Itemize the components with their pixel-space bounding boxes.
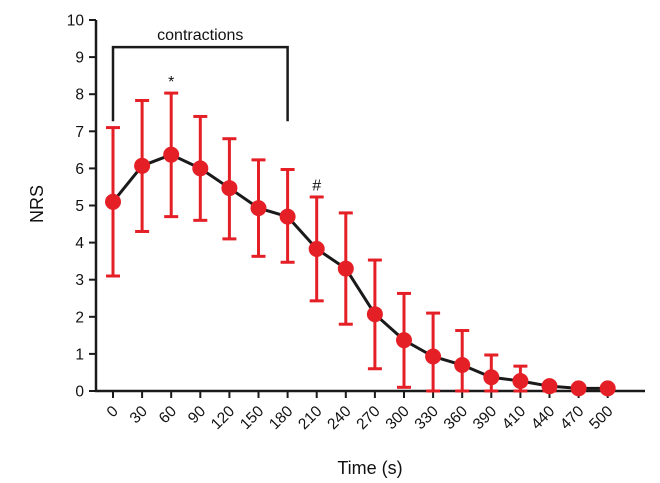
data-point [250, 200, 267, 217]
axes [94, 20, 645, 393]
y-tick-label: 1 [75, 346, 84, 363]
data-point [337, 260, 354, 277]
contractions-bracket: contractions [111, 27, 289, 122]
data-point [512, 372, 529, 389]
x-tick-label: 240 [324, 403, 355, 434]
data-points [105, 146, 616, 397]
data-point [396, 332, 412, 349]
data-point [163, 146, 180, 163]
x-tick-label: 300 [383, 403, 414, 434]
data-point [134, 157, 151, 174]
x-tick-label: 360 [441, 403, 472, 434]
data-point [599, 380, 616, 397]
y-ticks: 0 1 2 3 4 5 6 7 8 9 10 [67, 13, 96, 401]
line-path [111, 153, 608, 390]
series-line [111, 153, 608, 390]
x-tick-label: 150 [237, 403, 268, 434]
data-point [192, 160, 209, 177]
x-tick-label: 270 [353, 403, 384, 434]
y-tick-label: 6 [75, 161, 84, 178]
y-tick-label: 7 [75, 124, 84, 141]
y-tick-label: 10 [67, 13, 85, 30]
data-point [570, 380, 587, 397]
x-tick-label: 210 [295, 403, 326, 434]
error-bars [106, 91, 615, 393]
data-point [366, 306, 383, 323]
x-tick-label: 390 [470, 403, 501, 434]
y-tick-label: 2 [75, 309, 84, 326]
x-tick-label: 410 [499, 403, 530, 434]
data-point [541, 378, 558, 395]
bracket-label: contractions [157, 27, 243, 44]
x-tick-label: 120 [208, 403, 239, 434]
y-tick-label: 0 [75, 384, 84, 401]
data-point [483, 369, 500, 386]
x-tick-label: 90 [185, 403, 209, 427]
x-tick-label: 330 [412, 403, 443, 434]
y-tick-label: 4 [75, 235, 84, 252]
x-tick-label: 500 [586, 403, 617, 434]
y-tick-label: 3 [75, 272, 84, 289]
x-tick-label: 60 [156, 403, 180, 427]
x-tick-label: 30 [127, 403, 151, 427]
x-tick-label: 440 [528, 403, 559, 434]
significance-hash: # [312, 178, 321, 195]
data-point [221, 180, 238, 197]
x-tick-label: 470 [557, 403, 588, 434]
significance-asterisk: * [168, 74, 174, 91]
data-point [105, 193, 121, 210]
bracket-line [111, 45, 289, 122]
data-point [454, 357, 471, 374]
data-point [425, 348, 442, 365]
data-point [308, 240, 325, 257]
annotations: *# [168, 74, 321, 195]
x-axis-label: Time (s) [337, 458, 402, 478]
x-tick-label: 180 [266, 403, 297, 434]
y-tick-label: 9 [75, 50, 84, 67]
y-axis-label: NRS [27, 185, 47, 223]
x-tick-label: 0 [104, 403, 122, 421]
data-point [279, 208, 296, 225]
x-ticks: 0 30 60 90120150180210240270300330360390410… [104, 391, 617, 433]
y-tick-label: 8 [75, 87, 84, 104]
y-tick-label: 5 [75, 198, 84, 215]
